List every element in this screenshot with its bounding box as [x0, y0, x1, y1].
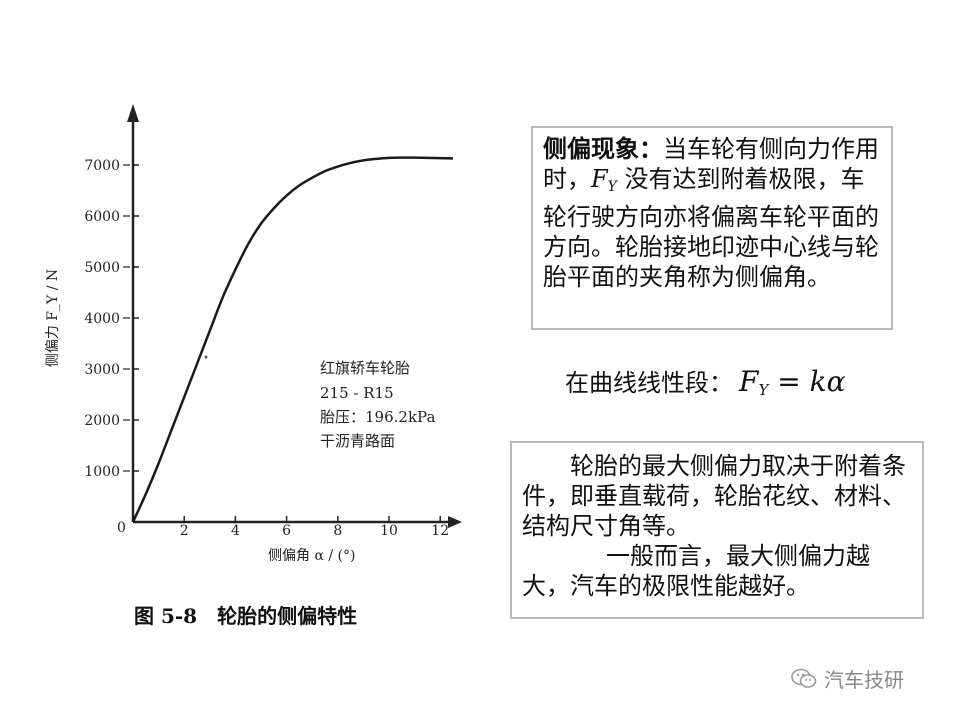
- y-tick-label: 5000: [84, 260, 120, 276]
- x-tick-label: 12: [431, 523, 449, 539]
- paragraph: 一般而言，最大侧偏力越大，汽车的极限性能越好。: [522, 542, 870, 600]
- watermark: 汽车技研: [790, 664, 904, 693]
- series-line: [131, 156, 454, 523]
- definition-text: 没有达到附着极限，车轮行驶方向亦将偏离车轮平面的方向。轮胎接地印迹中心线与轮胎平…: [543, 165, 879, 291]
- y-axis-arrow: [127, 104, 139, 122]
- definition-term: 侧偏现象：: [543, 135, 663, 163]
- y-tick-label: 1000: [84, 464, 120, 480]
- definition-text: 当车轮有侧向力作用时，: [543, 135, 879, 193]
- x-tick-label: 10: [380, 523, 398, 539]
- y-tick-label: 6000: [84, 209, 120, 225]
- annotation-line: 红旗轿车轮胎: [320, 359, 410, 377]
- x-tick-label: 2: [180, 523, 189, 539]
- y-tick-label: 2000: [84, 413, 120, 429]
- figure-caption: 图 5-8 轮胎的侧偏特性: [134, 604, 358, 628]
- wechat-icon: [791, 668, 817, 688]
- x-tick-label: 8: [333, 523, 342, 539]
- x-tick-label: 4: [231, 523, 240, 539]
- annotation-line: 干沥青路面: [320, 432, 395, 450]
- formula-prefix: 在曲线线性段：: [565, 369, 733, 397]
- formula: 在曲线线性段： FY = kα: [565, 362, 845, 402]
- formula-expression: FY = kα: [739, 365, 846, 399]
- y-tick-label: 3000: [84, 362, 120, 378]
- max-force-box: 轮胎的最大侧偏力取决于附着条件，即垂直载荷，轮胎花纹、材料、结构尺寸角等。 一般…: [510, 441, 924, 619]
- y-axis-label: 侧偏力 F_Y / N: [45, 269, 61, 367]
- definition-box: 侧偏现象：当车轮有侧向力作用时，FY 没有达到附着极限，车轮行驶方向亦将偏离车轮…: [531, 126, 893, 330]
- origin-label: 0: [117, 520, 126, 536]
- speck: [204, 355, 208, 359]
- chart-annotation: 红旗轿车轮胎 215 - R15 胎压：196.2kPa 干沥青路面: [320, 359, 435, 450]
- paragraph: 轮胎的最大侧偏力取决于附着条件，即垂直载荷，轮胎花纹、材料、结构尺寸角等。: [522, 452, 906, 540]
- x-tick-label: 6: [282, 523, 291, 539]
- annotation-line: 215 - R15: [320, 384, 394, 402]
- annotation-line: 胎压：196.2kPa: [320, 408, 435, 426]
- y-tick-label: 4000: [84, 311, 120, 327]
- chart-axes: [127, 104, 462, 528]
- x-axis-label: 侧偏角 α / (°): [268, 548, 355, 564]
- chart-ticks: 2 4 6 8 10 12 1000 2000 3000 4000 5000 6000 7000: [84, 158, 449, 539]
- y-tick-label: 7000: [84, 158, 120, 174]
- watermark-text: 汽车技研: [824, 668, 904, 692]
- x-axis-arrow: [448, 516, 462, 528]
- fy-symbol: FY: [591, 165, 617, 195]
